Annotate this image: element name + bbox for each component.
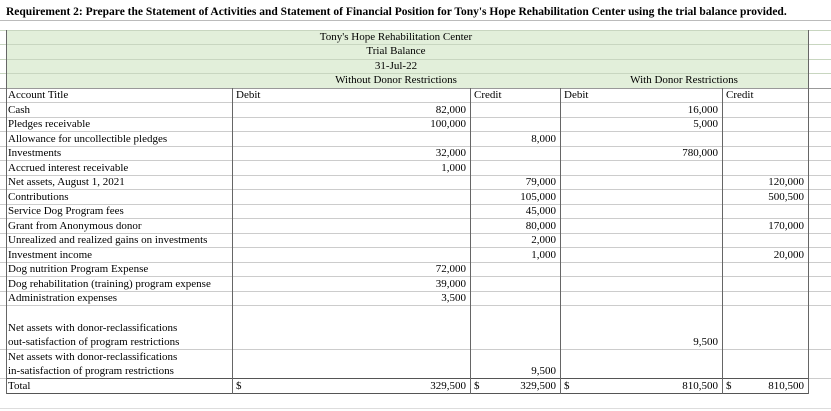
grid-line bbox=[0, 408, 831, 409]
account-name: Total bbox=[8, 380, 31, 392]
grid-line bbox=[0, 44, 831, 45]
org-name: Tony's Hope Rehabilitation Center bbox=[319, 31, 473, 43]
currency: $ bbox=[474, 380, 480, 392]
grid-line bbox=[0, 73, 831, 74]
amount: 9,500 bbox=[531, 365, 556, 377]
grid-line bbox=[0, 204, 831, 205]
account-name: Cash bbox=[8, 103, 30, 116]
grid-line bbox=[0, 305, 831, 306]
grid-line bbox=[6, 378, 808, 379]
grid-line bbox=[722, 88, 723, 394]
amount: 170,000 bbox=[768, 219, 804, 232]
account-name: Net assets with donor-reclassifications bbox=[8, 351, 178, 363]
group-label: With Donor Restrictions bbox=[630, 74, 738, 86]
column-header: Credit bbox=[726, 89, 754, 101]
grid-line bbox=[808, 30, 809, 394]
amount: 32,000 bbox=[435, 147, 466, 159]
grid-line bbox=[0, 146, 831, 147]
sheet-title: Trial Balance bbox=[366, 45, 426, 57]
account-name: Net assets, August 1, 2021 bbox=[8, 176, 125, 188]
amount: 39,000 bbox=[435, 277, 466, 290]
amount: 1,000 bbox=[441, 161, 466, 174]
account-name: Administration expenses bbox=[8, 292, 118, 304]
grid-line bbox=[0, 189, 831, 190]
grid-line bbox=[560, 88, 561, 394]
grid-line bbox=[0, 233, 831, 234]
amount: 5,000 bbox=[693, 118, 718, 130]
amount: 72,000 bbox=[435, 263, 466, 275]
account-name: Dog nutrition Program Expense bbox=[8, 263, 149, 275]
account-name: Investment income bbox=[8, 248, 93, 261]
grid-line bbox=[0, 160, 831, 161]
account-name: Accrued interest receivable bbox=[8, 161, 129, 174]
amount: 79,000 bbox=[525, 176, 556, 188]
account-name: out-satisfaction of program restrictions bbox=[8, 336, 180, 348]
column-header: Account Title bbox=[8, 89, 69, 101]
grid-line bbox=[0, 262, 831, 263]
grid-line bbox=[6, 30, 7, 394]
total-amount: 810,500 bbox=[682, 380, 718, 392]
grid-line bbox=[0, 117, 831, 118]
grid-line bbox=[0, 218, 831, 219]
requirement: Requirement 2: Prepare the Statement of … bbox=[6, 6, 787, 18]
account-name: Pledges receivable bbox=[8, 118, 91, 130]
account-name: Service Dog Program fees bbox=[8, 205, 124, 217]
account-name: Allowance for uncollectible pledges bbox=[8, 132, 168, 145]
account-name: Unrealized and realized gains on investm… bbox=[8, 234, 208, 246]
account-name: Dog rehabilitation (training) program ex… bbox=[8, 277, 211, 290]
account-name: Grant from Anonymous donor bbox=[8, 219, 142, 232]
account-name: in-satisfaction of program restrictions bbox=[8, 365, 174, 377]
grid-line bbox=[0, 88, 831, 89]
amount: 500,500 bbox=[768, 190, 804, 203]
grid-line bbox=[0, 131, 831, 132]
grid-line bbox=[0, 247, 831, 248]
amount: 100,000 bbox=[430, 118, 466, 130]
grid-line bbox=[0, 175, 831, 176]
grid-line bbox=[470, 88, 471, 394]
column-header: Credit bbox=[474, 89, 502, 101]
currency: $ bbox=[564, 380, 570, 392]
amount: 80,000 bbox=[525, 219, 556, 232]
total-amount: 810,500 bbox=[768, 380, 804, 392]
amount: 9,500 bbox=[693, 336, 718, 348]
column-header: Debit bbox=[236, 89, 261, 101]
column-header: Debit bbox=[564, 89, 589, 101]
amount: 45,000 bbox=[525, 205, 556, 217]
amount: 20,000 bbox=[773, 248, 804, 261]
amount: 780,000 bbox=[682, 147, 718, 159]
amount: 3,500 bbox=[441, 292, 466, 304]
total-amount: 329,500 bbox=[430, 380, 466, 392]
amount: 82,000 bbox=[435, 103, 466, 116]
grid-line bbox=[0, 102, 831, 103]
grid-line bbox=[0, 276, 831, 277]
grid-line bbox=[0, 291, 831, 292]
grid-line bbox=[0, 349, 831, 350]
account-name: Net assets with donor-reclassifications bbox=[8, 322, 178, 334]
amount: 2,000 bbox=[531, 234, 556, 246]
amount: 8,000 bbox=[531, 132, 556, 145]
amount: 16,000 bbox=[687, 103, 718, 116]
amount: 105,000 bbox=[520, 190, 556, 203]
amount: 120,000 bbox=[768, 176, 804, 188]
grid-line bbox=[0, 30, 831, 31]
currency: $ bbox=[236, 380, 242, 392]
account-name: Contributions bbox=[8, 190, 69, 203]
grid-line bbox=[0, 59, 831, 60]
sheet-date: 31-Jul-22 bbox=[374, 60, 418, 72]
amount: 1,000 bbox=[531, 248, 556, 261]
group-label: Without Donor Restrictions bbox=[335, 74, 457, 86]
grid-line bbox=[232, 88, 233, 394]
total-amount: 329,500 bbox=[520, 380, 556, 392]
grid-line bbox=[0, 20, 831, 21]
account-name: Investments bbox=[8, 147, 62, 159]
currency: $ bbox=[726, 380, 732, 392]
grid-line bbox=[6, 393, 808, 394]
